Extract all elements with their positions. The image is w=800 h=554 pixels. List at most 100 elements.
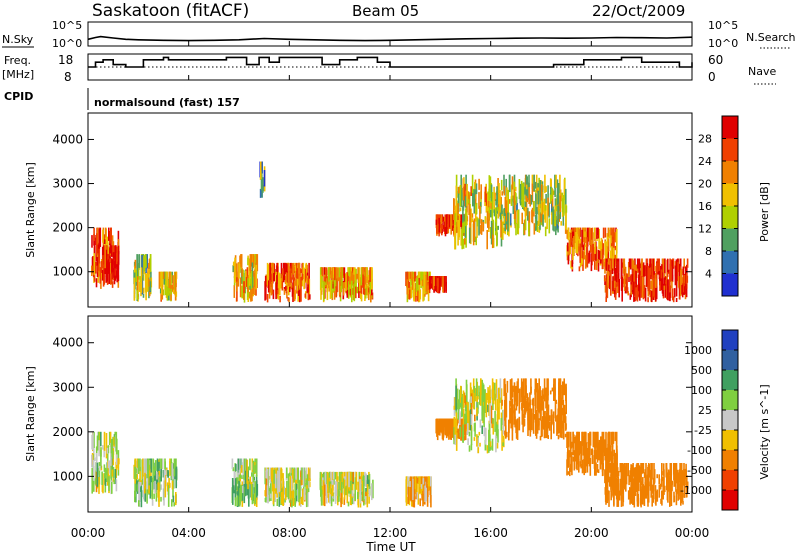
heatmap-cell	[408, 281, 410, 288]
heatmap-cell	[610, 235, 612, 248]
heatmap-cell	[438, 276, 441, 294]
heatmap-cell	[628, 258, 631, 268]
heatmap-cell	[292, 263, 294, 275]
heatmap-cell	[329, 483, 332, 497]
heatmap-cell	[426, 271, 429, 281]
freq-label: Freq.	[4, 54, 31, 67]
heatmap-cell	[445, 418, 448, 434]
heatmap-cell	[608, 231, 610, 238]
heatmap-cell	[546, 412, 548, 424]
heatmap-cell	[518, 421, 521, 426]
heatmap-cell	[301, 280, 304, 287]
heatmap-cell	[94, 261, 97, 274]
heatmap-cell	[556, 415, 558, 436]
heatmap-cell	[106, 447, 109, 454]
heatmap-cell	[362, 267, 365, 278]
colorbar-swatch	[722, 330, 738, 350]
freq-tick-top: 18	[58, 53, 73, 67]
heatmap-cell	[102, 255, 104, 269]
heatmap-cell	[99, 227, 102, 247]
heatmap-cell	[640, 483, 642, 502]
heatmap-cell	[99, 267, 101, 284]
heatmap-cell	[342, 478, 345, 489]
heatmap-cell	[490, 184, 493, 202]
heatmap-cell	[325, 493, 328, 504]
heatmap-cell	[488, 188, 490, 208]
heatmap-cell	[108, 476, 110, 492]
heatmap-cell	[604, 494, 607, 503]
heatmap-cell	[325, 473, 328, 496]
heatmap-cell	[647, 467, 649, 480]
heatmap-cell	[528, 182, 530, 204]
heatmap-cell	[658, 258, 660, 271]
heatmap-cell	[640, 275, 642, 294]
heatmap-cell	[272, 289, 275, 300]
heatmap-cell	[330, 497, 333, 507]
heatmap-cell	[307, 487, 309, 507]
heatmap-cell	[424, 275, 427, 291]
heatmap-cell	[655, 499, 657, 506]
heatmap-cell	[134, 259, 137, 269]
heatmap-cell	[585, 231, 587, 247]
heatmap-cell	[605, 481, 608, 494]
heatmap-cell	[300, 276, 302, 302]
heatmap-cell	[457, 428, 460, 439]
heatmap-cell	[559, 415, 562, 427]
heatmap-cell	[414, 476, 417, 494]
heatmap-cell	[173, 502, 175, 507]
heatmap-cell	[408, 289, 411, 300]
heatmap-cell	[506, 431, 508, 438]
heatmap-cell	[537, 404, 539, 427]
heatmap-cell	[247, 278, 249, 288]
heatmap-cell	[661, 500, 663, 506]
heatmap-cell	[615, 275, 617, 295]
heatmap-cell	[294, 483, 296, 507]
heatmap-cell	[475, 216, 477, 222]
heatmap-cell	[353, 280, 356, 302]
heatmap-cell	[560, 397, 562, 421]
heatmap-cell	[418, 277, 421, 285]
heatmap-cell	[637, 268, 639, 273]
heatmap-cell	[144, 485, 146, 494]
heatmap-cell	[262, 177, 264, 193]
heatmap-cell	[444, 276, 447, 285]
heatmap-cell	[338, 471, 341, 482]
heatmap-cell	[511, 423, 514, 441]
heatmap-cell	[138, 282, 141, 292]
heatmap-cell	[169, 271, 171, 292]
heatmap-cell	[322, 485, 324, 495]
heatmap-cell	[135, 480, 138, 485]
heatmap-cell	[92, 256, 94, 274]
y-tick-label: 1000	[52, 469, 83, 483]
heatmap-cell	[621, 277, 623, 302]
heatmap-cell	[306, 264, 308, 273]
heatmap-cell	[551, 387, 554, 392]
heatmap-cell	[254, 254, 257, 270]
heatmap-cell	[91, 434, 93, 450]
heatmap-cell	[473, 189, 476, 214]
heatmap-cell	[614, 431, 617, 442]
heatmap-cell	[111, 452, 113, 475]
heatmap-cell	[455, 412, 458, 432]
heatmap-cell	[143, 458, 146, 475]
heatmap-cell	[520, 378, 523, 396]
heatmap-cell	[594, 241, 596, 254]
heatmap-cell	[610, 490, 612, 501]
x-tick-label: 04:00	[171, 526, 206, 540]
heatmap-cell	[538, 418, 540, 431]
heatmap-cell	[652, 258, 655, 280]
heatmap-cell	[613, 453, 615, 460]
heatmap-cell	[633, 469, 636, 492]
heatmap-cell	[144, 272, 147, 292]
heatmap-cell	[419, 498, 421, 507]
heatmap-cell	[138, 481, 140, 507]
heatmap-cell	[621, 463, 624, 485]
heatmap-cell	[255, 264, 258, 290]
heatmap-cell	[457, 214, 460, 223]
heatmap-cell	[561, 198, 564, 213]
heatmap-cell	[288, 262, 290, 283]
heatmap-cell	[264, 281, 266, 301]
heatmap-cell	[658, 484, 661, 498]
heatmap-cell	[662, 491, 664, 500]
